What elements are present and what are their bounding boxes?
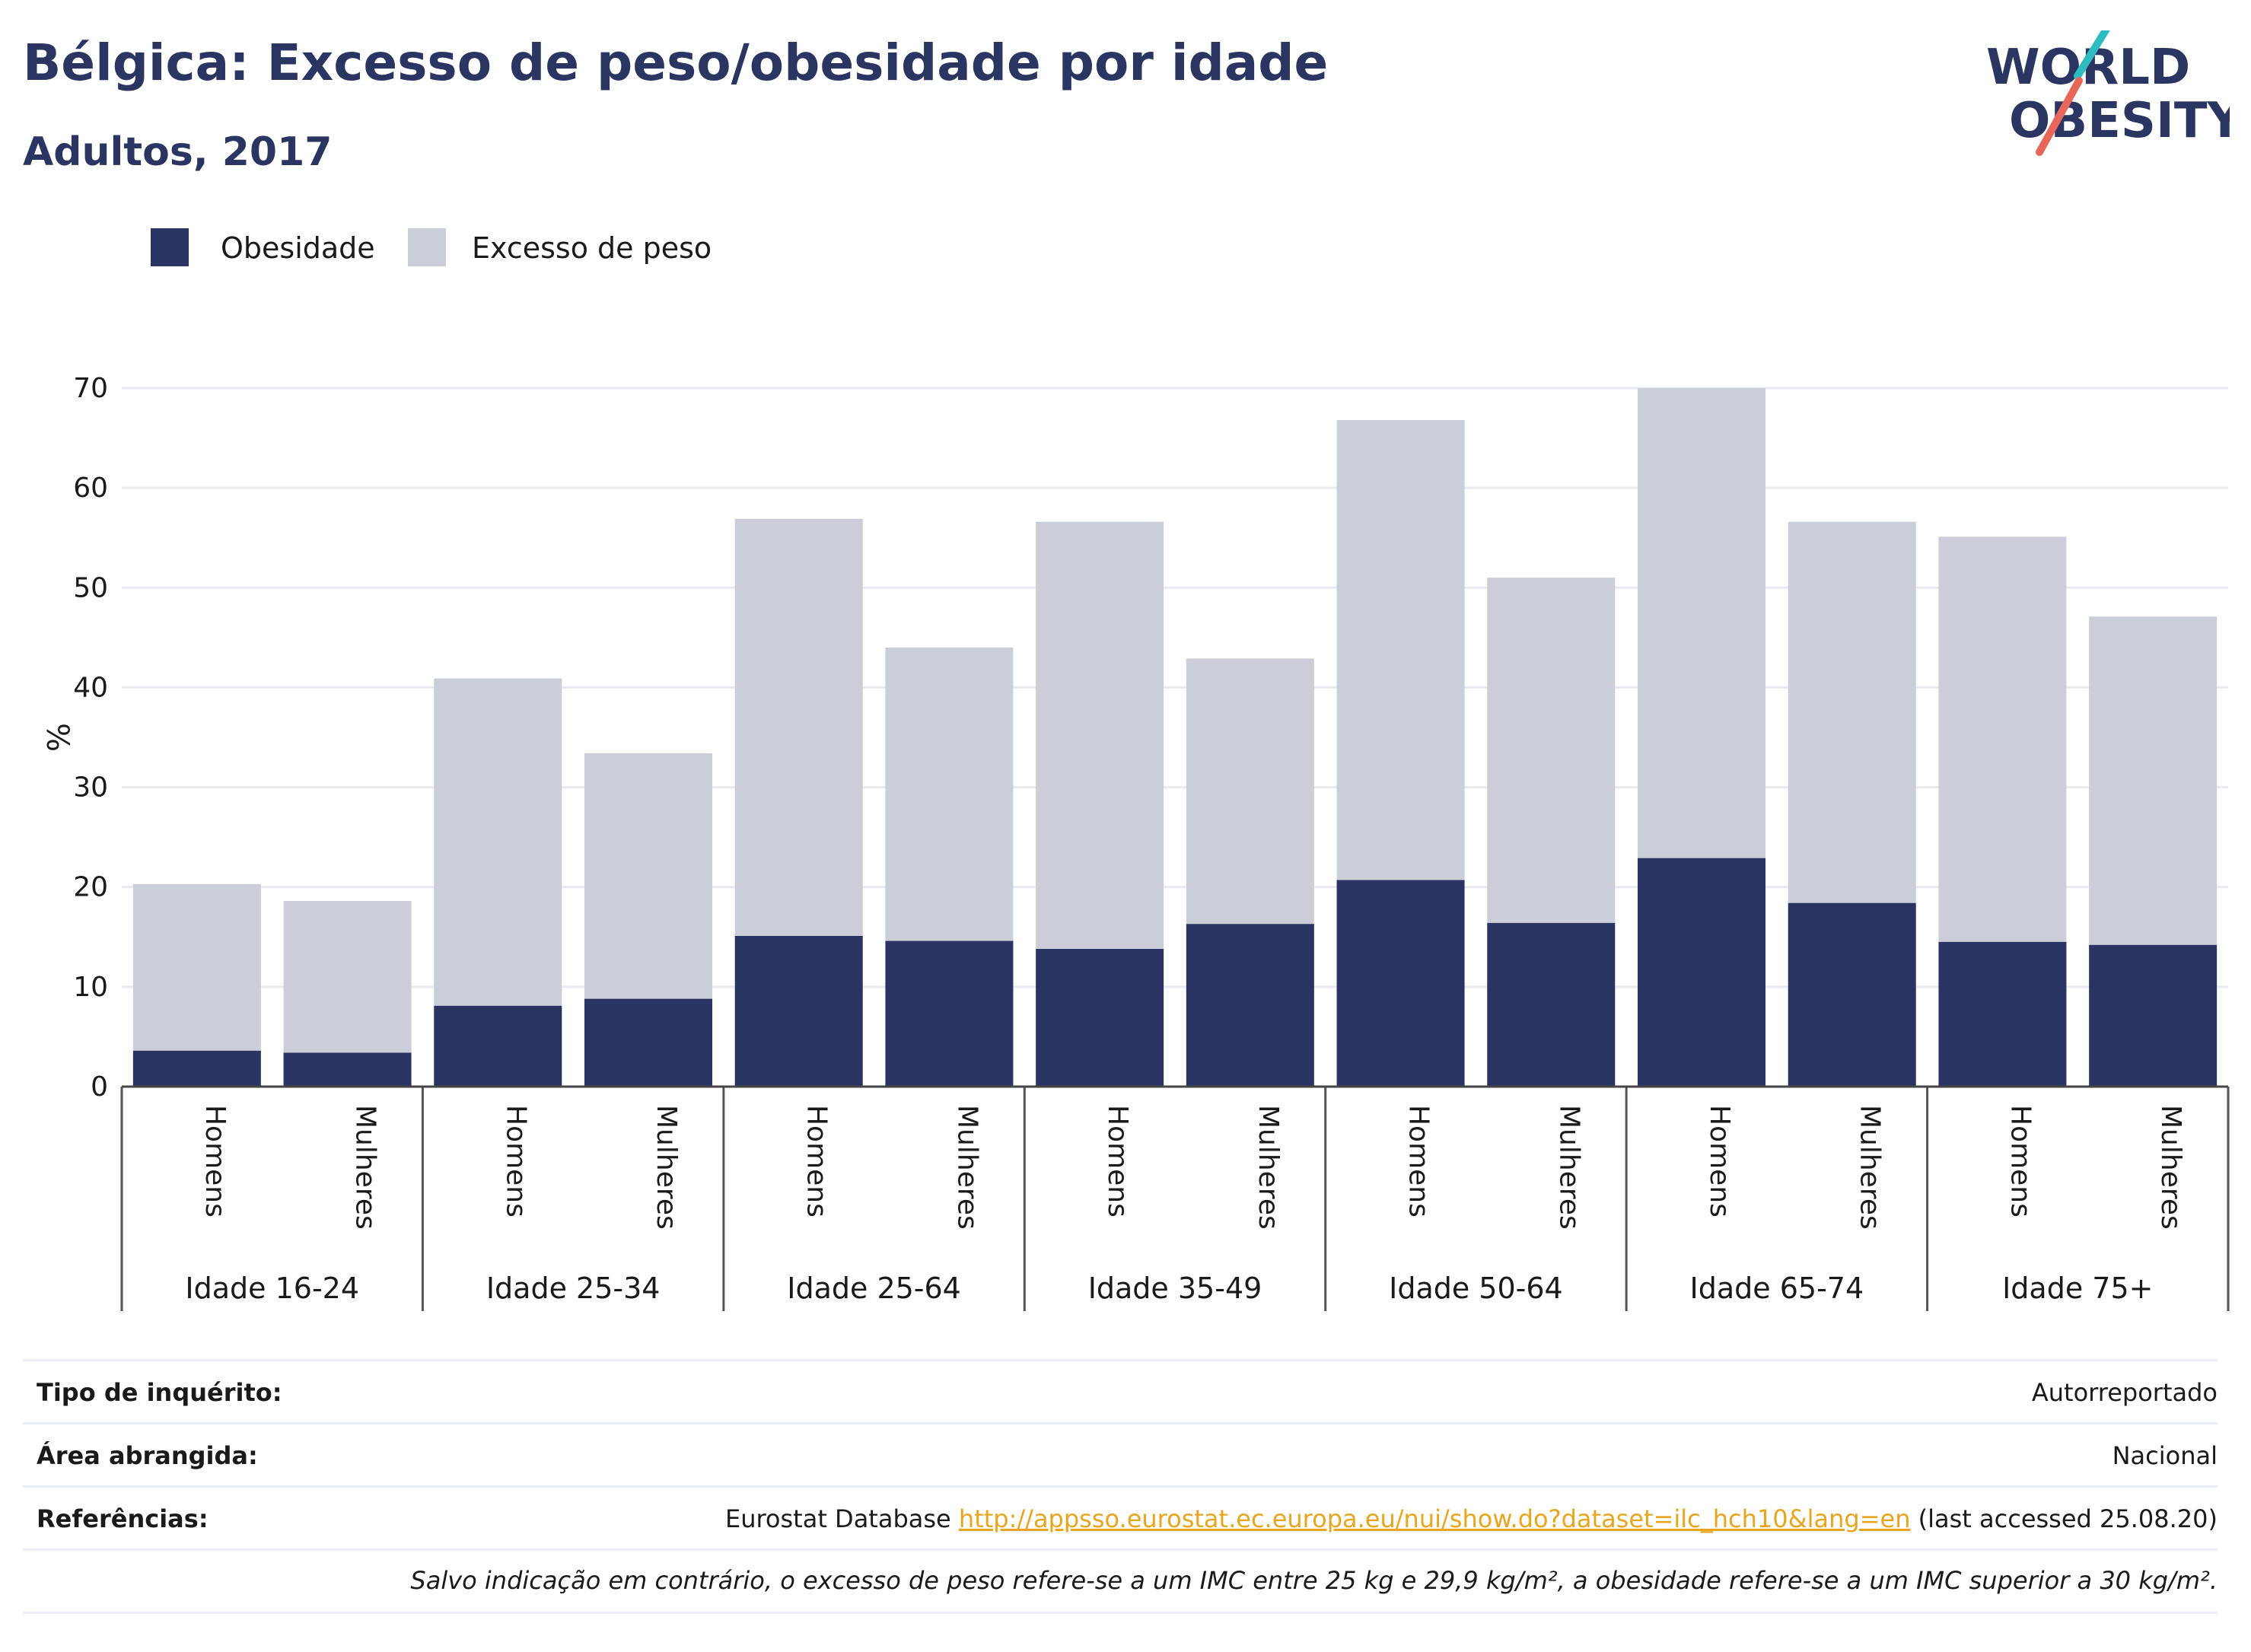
group-label: Idade 75+ xyxy=(2002,1272,2153,1305)
group-label: Idade 25-34 xyxy=(486,1272,661,1305)
references-label: Referências: xyxy=(37,1504,209,1533)
bar-obesity xyxy=(734,935,863,1087)
y-tick-label: 0 xyxy=(91,1071,108,1103)
bar-overweight xyxy=(1487,578,1616,923)
bar-chart: 0 10 20 30 40 50 60 70% Homens Mulheres Idade 16-2… xyxy=(40,373,2230,1311)
legend-swatch-obesity xyxy=(151,228,189,266)
bar-overweight xyxy=(734,518,863,936)
group-label: Idade 65-74 xyxy=(1690,1272,1864,1305)
bar-obesity xyxy=(1487,922,1616,1087)
y-tick-label: 20 xyxy=(73,872,108,903)
references-prefix: Eurostat Database xyxy=(724,1504,959,1533)
survey-type-label: Tipo de inquérito: xyxy=(37,1378,282,1407)
legend-label-obesity: Obesidade xyxy=(221,231,375,265)
bar-obesity xyxy=(1036,949,1164,1087)
legend-label-overweight: Excesso de peso xyxy=(472,231,712,265)
x-tick-label: Homens xyxy=(1403,1105,1434,1218)
x-tick-label: Mulheres xyxy=(1253,1105,1284,1230)
x-tick-label: Homens xyxy=(199,1105,231,1218)
bar-obesity xyxy=(885,941,1014,1087)
bar-overweight xyxy=(885,647,1014,941)
logo-slash-teal xyxy=(2074,30,2110,80)
bar-overweight xyxy=(1186,658,1314,925)
x-tick-label: Mulheres xyxy=(651,1105,682,1230)
definition-note: Salvo indicação em contrário, o excesso … xyxy=(410,1566,2218,1595)
x-tick-label: Mulheres xyxy=(951,1105,982,1230)
bar-obesity xyxy=(1788,902,1916,1087)
chart-subtitle: Adultos, 2017 xyxy=(23,129,333,175)
logo-text-world: WORLD xyxy=(1986,40,2190,96)
bar-overweight xyxy=(1036,521,1164,950)
info-row-survey: Tipo de inquérito: Autorreportado xyxy=(23,1359,2218,1424)
bar-obesity xyxy=(1938,941,2067,1087)
logo-slash-red xyxy=(2036,77,2083,156)
bar-obesity xyxy=(434,1005,562,1087)
x-tick-label: Homens xyxy=(1102,1105,1133,1218)
area-label: Área abrangida: xyxy=(37,1441,258,1470)
references-value: Eurostat Database http://appsso.eurostat… xyxy=(725,1504,2218,1533)
bar-obesity xyxy=(1336,880,1465,1087)
y-tick-label: 50 xyxy=(73,572,108,603)
references-suffix: (last accessed 25.08.20) xyxy=(1910,1504,2218,1533)
x-tick-label: Mulheres xyxy=(350,1105,381,1230)
group-label: Idade 50-64 xyxy=(1389,1272,1563,1305)
x-tick-label: Mulheres xyxy=(1553,1105,1584,1230)
x-tick-label: Homens xyxy=(500,1105,531,1218)
bar-obesity xyxy=(283,1052,412,1087)
info-table: Tipo de inquérito: Autorreportado Área a… xyxy=(23,1359,2218,1614)
chart-title: Bélgica: Excesso de peso/obesidade por i… xyxy=(23,33,1329,92)
bar-obesity xyxy=(1186,924,1314,1087)
bar-overweight xyxy=(584,753,712,999)
bar-overweight xyxy=(283,901,412,1053)
bar-overweight xyxy=(2089,616,2218,945)
y-tick-label: 60 xyxy=(73,473,108,504)
x-tick-label: Homens xyxy=(1704,1105,1735,1218)
bar-obesity xyxy=(2089,944,2218,1087)
world-obesity-logo: WORLD OBESITY xyxy=(1986,30,2230,156)
area-value: Nacional xyxy=(2112,1441,2218,1470)
group-label: Idade 25-64 xyxy=(787,1272,961,1305)
bar-obesity xyxy=(1638,858,1765,1087)
group-label: Idade 16-24 xyxy=(185,1272,359,1305)
bar-overweight xyxy=(1938,536,2067,942)
bar-overweight xyxy=(132,883,261,1051)
group-label: Idade 35-49 xyxy=(1088,1272,1262,1305)
bar-overweight xyxy=(434,678,562,1006)
y-tick-label: 70 xyxy=(73,373,108,404)
bar-obesity xyxy=(132,1050,261,1087)
bar-overweight xyxy=(1336,419,1465,880)
x-tick-label: Mulheres xyxy=(1855,1105,1886,1230)
x-tick-label: Mulheres xyxy=(2155,1105,2186,1230)
info-row-note: Salvo indicação em contrário, o excesso … xyxy=(23,1551,2218,1614)
x-tick-label: Homens xyxy=(801,1105,833,1218)
info-row-references: Referências: Eurostat Database http://ap… xyxy=(23,1488,2218,1551)
bar-overweight xyxy=(1788,521,1916,903)
bar-obesity xyxy=(584,998,712,1087)
y-tick-label: 10 xyxy=(73,972,108,1003)
survey-type-value: Autorreportado xyxy=(2031,1378,2218,1407)
x-tick-label: Homens xyxy=(2004,1105,2036,1218)
y-tick-label: 40 xyxy=(73,672,108,703)
y-tick-label: 30 xyxy=(73,772,108,804)
legend-swatch-overweight xyxy=(408,228,446,266)
bar-overweight xyxy=(1638,388,1765,858)
y-axis-label: % xyxy=(40,723,75,752)
info-row-area: Área abrangida: Nacional xyxy=(23,1424,2218,1488)
references-link[interactable]: http://appsso.eurostat.ec.europa.eu/nui/… xyxy=(958,1504,1911,1533)
